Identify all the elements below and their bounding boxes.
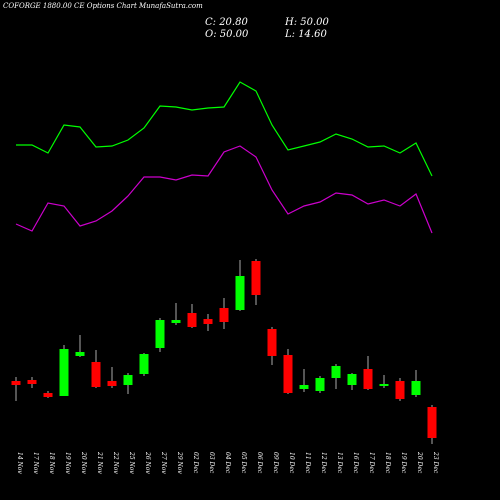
x-tick-label: 12 Dec (320, 452, 327, 474)
candle-body (219, 308, 229, 322)
x-tick-label: 05 Dec (240, 452, 247, 474)
candle-body (267, 329, 277, 356)
candle-body (187, 313, 197, 327)
x-tick-label: 13 Dec (336, 452, 343, 474)
candle-body (11, 381, 21, 385)
x-tick-label: 17 Nov (32, 452, 39, 474)
candle-body (427, 407, 437, 438)
x-tick-label: 20 Dec (416, 451, 423, 474)
indicator-line (15, 145, 433, 234)
candle-body (171, 320, 181, 323)
candle-body (75, 352, 85, 356)
x-tick-label: 17 Dec (368, 452, 375, 474)
candle-body (235, 276, 245, 310)
x-tick-label: 20 Nov (80, 451, 87, 474)
candle-body (203, 319, 213, 324)
x-tick-label: 09 Dec (272, 452, 279, 474)
x-tick-label: 25 Nov (128, 451, 135, 474)
candle-body (59, 349, 69, 396)
info-high: H: 50.00 (284, 17, 330, 28)
indicator-line (16, 81, 433, 177)
candle-body (315, 378, 325, 391)
candle-body (283, 355, 293, 393)
candle-body (395, 381, 405, 399)
candle-body (347, 374, 357, 385)
candle-body (139, 354, 149, 374)
x-tick-label: 22 Nov (112, 451, 119, 474)
x-tick-label: 11 Dec (304, 452, 311, 474)
x-tick-label: 06 Dec (256, 452, 263, 474)
candle-body (411, 381, 421, 395)
candle-body (331, 366, 341, 378)
x-tick-label: 19 Nov (64, 452, 71, 474)
x-tick-label: 27 Nov (160, 451, 167, 474)
candle-body (27, 380, 37, 384)
candle-body (91, 362, 101, 387)
info-low: L: 14.60 (284, 29, 327, 40)
candle-body (43, 393, 53, 397)
candle-body (299, 385, 309, 389)
info-close: C: 20.80 (205, 17, 248, 28)
x-tick-label: 18 Dec (384, 452, 391, 474)
x-tick-label: 21 Nov (96, 451, 103, 474)
x-tick-label: 10 Dec (288, 452, 295, 474)
x-tick-label: 03 Dec (208, 452, 215, 474)
candle-body (363, 369, 373, 389)
x-tick-label: 18 Nov (48, 452, 55, 474)
chart-title: COFORGE 1880.00 CE Options Chart MunafaS… (3, 2, 203, 10)
candle-body (155, 320, 165, 348)
x-tick-label: 26 Nov (144, 451, 151, 474)
x-tick-label: 02 Dec (192, 452, 199, 474)
candle-body (251, 261, 261, 295)
x-tick-label: 23 Dec (432, 451, 439, 474)
x-tick-label: 19 Dec (400, 452, 407, 474)
candle-body (107, 381, 117, 386)
candle-body (379, 384, 389, 386)
x-tick-label: 14 Nov (16, 452, 23, 474)
x-tick-label: 29 Nov (176, 451, 183, 474)
info-open: O: 50.00 (205, 29, 249, 40)
x-tick-label: 04 Dec (224, 452, 231, 474)
x-tick-label: 16 Dec (352, 452, 359, 474)
candle-body (123, 375, 133, 385)
